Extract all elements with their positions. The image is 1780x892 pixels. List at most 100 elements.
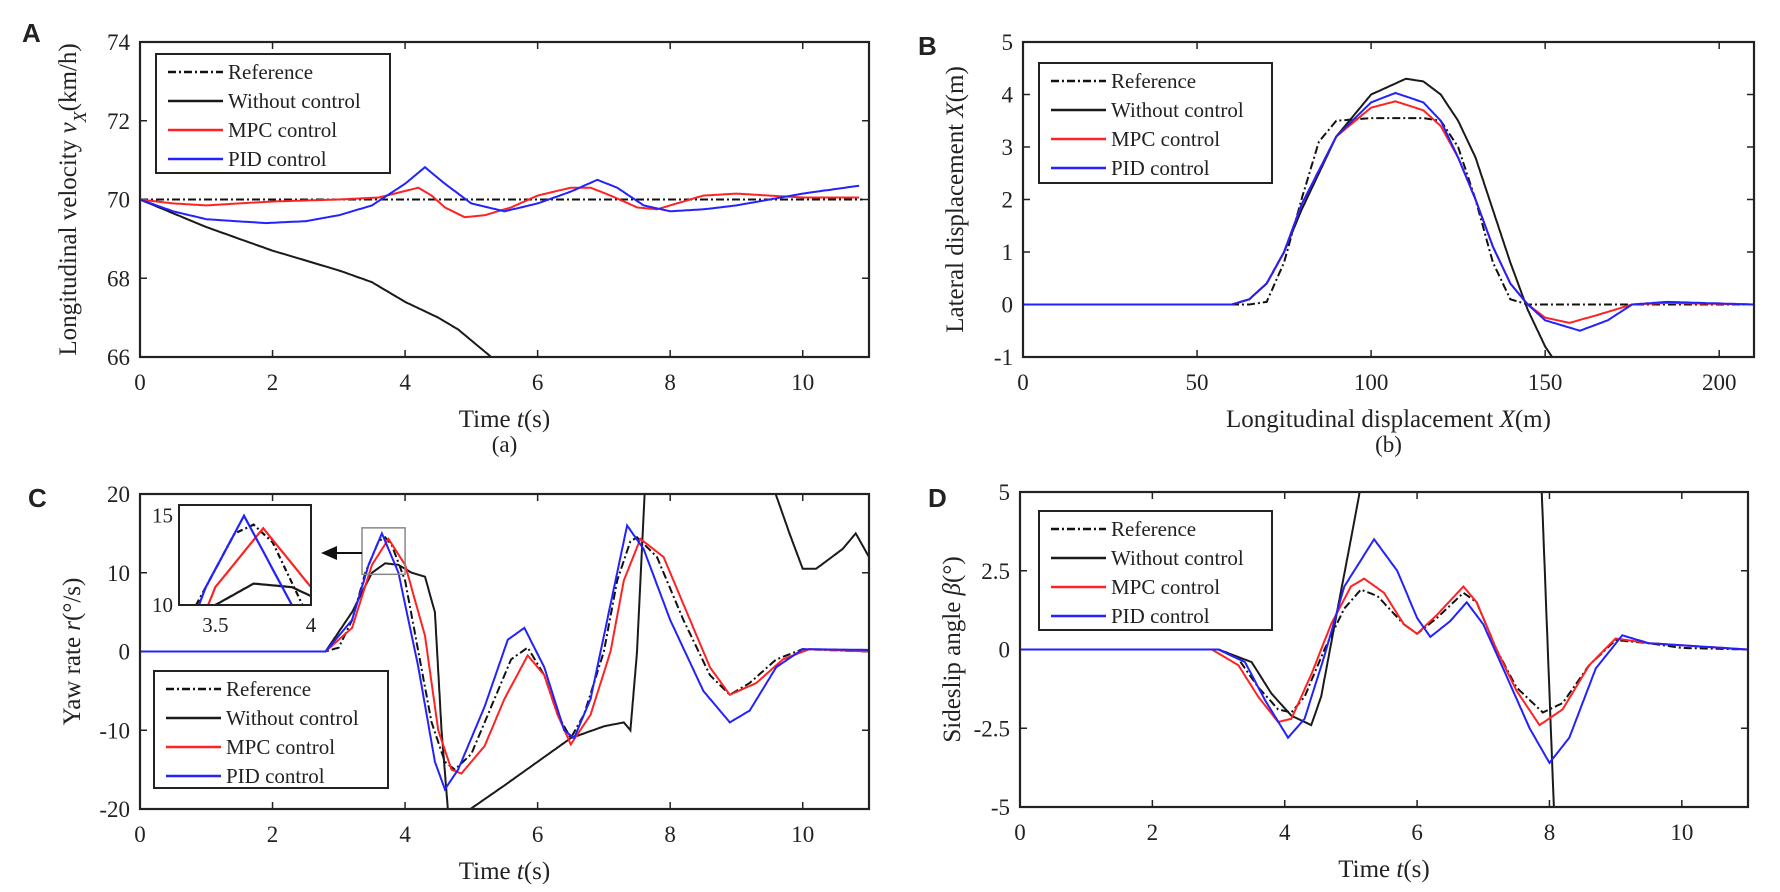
x-tick-label: 6	[532, 822, 544, 847]
legend-label: Without control	[1111, 98, 1244, 122]
arrow-head-icon	[321, 546, 337, 560]
legend-label: PID control	[1111, 604, 1210, 628]
x-tick-label: 4	[399, 822, 411, 847]
x-tick-label: 8	[664, 370, 676, 395]
label-part: (m)	[1515, 406, 1551, 433]
y-tick-label: 72	[107, 109, 130, 134]
legend-label: Reference	[1111, 69, 1196, 93]
legend-label: Reference	[226, 677, 311, 701]
y-tick-label: 66	[107, 345, 130, 370]
y-tick-label: -20	[99, 797, 130, 822]
x-tick-label: 50	[1186, 370, 1209, 395]
y-tick-label: -10	[99, 718, 130, 743]
axes-box	[138, 492, 871, 811]
y-tick-label: 70	[107, 188, 130, 213]
legend-label: Without control	[1111, 546, 1244, 570]
y-axis-label: Sideslip angle β(°)	[939, 556, 966, 742]
x-tick-label: 0	[1017, 370, 1029, 395]
y-tick-label: 2.5	[981, 559, 1010, 584]
label-part: Time	[459, 858, 517, 885]
legend-label: PID control	[1111, 156, 1210, 180]
legend-label: Without control	[228, 89, 361, 113]
inset-x-tick-label: 3.5	[202, 613, 228, 637]
label-part: (°)	[939, 556, 966, 583]
y-axis-label: Lateral displacement X(m)	[942, 66, 969, 333]
legend-box	[155, 53, 391, 174]
inset-series-line	[206, 526, 311, 605]
x-tick-label: 6	[532, 370, 544, 395]
legend-label: PID control	[226, 764, 325, 788]
series-line-pid-control	[1023, 91, 1754, 332]
y-tick-label: 5	[1002, 30, 1014, 55]
x-tick-label: 200	[1702, 370, 1737, 395]
series-line-without-control	[140, 198, 492, 357]
label-part: v	[55, 121, 82, 133]
inset-bg	[179, 505, 311, 605]
label-part: X	[942, 101, 969, 119]
y-tick-label: 5	[999, 480, 1011, 505]
x-tick-label: 6	[1411, 820, 1423, 845]
y-tick-label: -5	[991, 795, 1010, 820]
inset-box	[178, 504, 312, 606]
x-tick-label: 100	[1354, 370, 1389, 395]
y-tick-label: 2	[1002, 188, 1014, 213]
x-tick-label: 10	[791, 822, 814, 847]
series-line-without-control	[140, 494, 869, 809]
inset-series-line	[214, 582, 311, 605]
x-tick-label: 2	[1147, 820, 1159, 845]
series-line-mpc-control	[140, 537, 869, 775]
legend: Reference Without control MPC control PID c…	[1038, 510, 1273, 631]
x-axis-label: Time t(s)	[1338, 856, 1429, 883]
panel-d: D 0 2 4 6 8 10 -5 -2.5 0 2.5 5 Time t(s) Sideslip ang…	[928, 480, 1750, 883]
label-part: X	[70, 110, 90, 123]
legend-label: Reference	[228, 60, 313, 84]
legend-label: PID control	[228, 147, 327, 171]
legend-label: MPC control	[226, 735, 335, 759]
legend: Reference Without control MPC control PID c…	[1038, 62, 1273, 184]
legend-box	[1038, 510, 1273, 631]
y-tick-label: 68	[107, 266, 130, 291]
axes-box	[1018, 490, 1750, 809]
x-tick-label: 2	[267, 822, 279, 847]
x-tick-label: 150	[1528, 370, 1563, 395]
label-part: t	[517, 406, 525, 433]
panel-c: C 0 2 4 6 8 10 -20 -10 0 10 20 Time t(s) Yaw rate r(°…	[28, 482, 871, 885]
x-tick-label: 8	[1544, 820, 1556, 845]
series-line-pid-control	[1020, 537, 1748, 765]
label-part: (s)	[1403, 856, 1429, 883]
series-line-pid-control	[140, 522, 869, 792]
label-part: (km/h)	[55, 43, 82, 111]
label-part: (m)	[942, 66, 969, 102]
label-part: Longitudinal displacement	[1226, 406, 1500, 433]
label-part: r	[59, 621, 86, 631]
inset-x-tick-label: 4	[306, 613, 317, 637]
series-line-reference	[1023, 117, 1754, 306]
y-tick-label: -2.5	[974, 716, 1010, 741]
y-tick-label: 3	[1002, 135, 1014, 160]
label-part: Time	[1338, 856, 1396, 883]
y-tick-label: 20	[107, 482, 130, 507]
x-tick-label: 0	[134, 822, 146, 847]
x-tick-label: 10	[791, 370, 814, 395]
legend-label: MPC control	[228, 118, 337, 142]
x-tick-label: 0	[1014, 820, 1026, 845]
label-part: Lateral displacement	[942, 118, 969, 333]
x-axis-label: Longitudinal displacement X(m)	[1226, 406, 1551, 433]
label-part: (s)	[524, 406, 550, 433]
axes-box	[138, 40, 871, 359]
y-tick-label: 0	[119, 640, 131, 665]
label-part: (°/s)	[59, 578, 86, 621]
axes-box	[1021, 40, 1756, 359]
label-part: β	[939, 582, 966, 596]
y-tick-label: 4	[1002, 83, 1014, 108]
label-part: t	[1396, 856, 1404, 883]
y-tick-label: 74	[107, 30, 131, 55]
panel-letter: B	[918, 31, 937, 61]
x-tick-label: 0	[134, 370, 146, 395]
y-axis-label: Yaw rate r(°/s)	[59, 578, 86, 726]
y-axis-label: Longitudinal velocity vX(km/h)	[55, 43, 90, 355]
label-part: (s)	[524, 858, 550, 885]
